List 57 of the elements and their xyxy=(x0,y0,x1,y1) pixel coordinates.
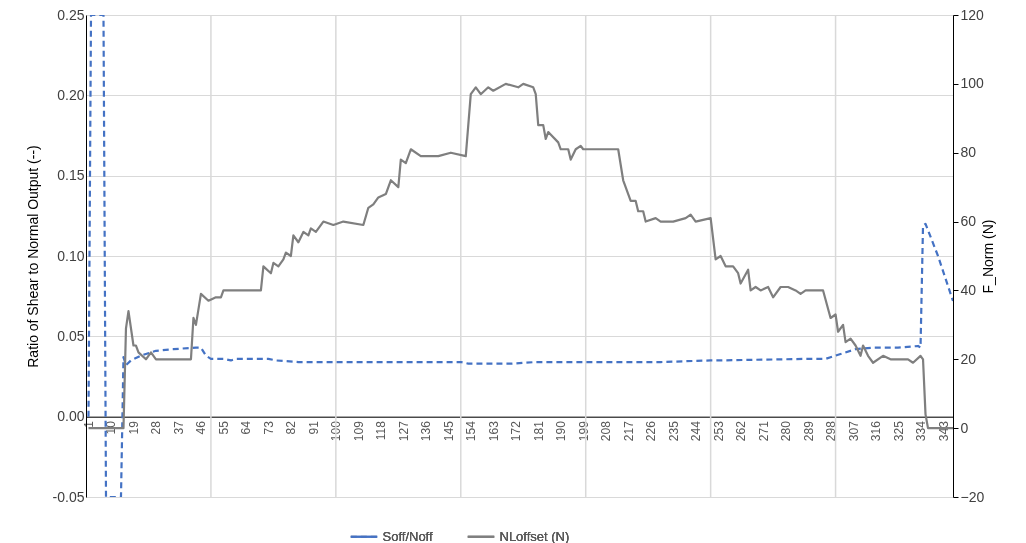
x-tick-label: 154 xyxy=(464,420,479,442)
x-tick-label: 100 xyxy=(329,420,344,442)
x-tick-label: 190 xyxy=(554,420,569,442)
x-tick-label: 82 xyxy=(284,420,299,435)
y-tick-label: 0.25 xyxy=(57,6,85,23)
x-tick-label: 46 xyxy=(194,420,209,435)
y2-tick-label: 20 xyxy=(960,350,977,367)
x-tick-label: 244 xyxy=(689,420,704,442)
x-tick-label: 55 xyxy=(216,420,231,435)
y-axis-title: Ratio of Shear to Normal Output (--) xyxy=(24,145,41,368)
x-tick-label: 10 xyxy=(104,420,119,435)
x-tick-label: 307 xyxy=(846,420,861,442)
x-tick-label: 280 xyxy=(779,420,794,442)
x-tick-label: 226 xyxy=(644,420,659,442)
y-tick-label: -0.05 xyxy=(52,488,85,505)
legend-label: Soff/Noff xyxy=(382,528,433,543)
y-tick-label: 0.10 xyxy=(57,247,85,264)
x-tick-label: 253 xyxy=(711,420,726,442)
x-tick-label: 343 xyxy=(936,420,951,442)
x-tick-label: 325 xyxy=(891,420,906,442)
x-tick-label: 217 xyxy=(621,420,636,442)
y2-axis-title: F_Norm (N) xyxy=(980,219,997,294)
y2-tick-label: 80 xyxy=(960,144,977,161)
y-tick-label: 0.20 xyxy=(57,86,85,103)
x-tick-label: 64 xyxy=(239,420,254,435)
x-tick-label: 208 xyxy=(599,420,614,442)
x-tick-label: 37 xyxy=(171,420,186,435)
x-tick-label: 316 xyxy=(869,420,884,442)
x-tick-label: 73 xyxy=(261,420,276,435)
y2-tick-label: 100 xyxy=(960,75,985,92)
x-tick-label: 262 xyxy=(734,420,749,442)
x-tick-label: 136 xyxy=(419,420,434,442)
x-tick-label: 172 xyxy=(509,420,524,442)
x-tick-label: 118 xyxy=(374,420,389,441)
x-tick-label: 19 xyxy=(126,420,141,435)
x-tick-label: 181 xyxy=(531,420,546,442)
x-tick-label: 163 xyxy=(486,420,501,442)
x-tick-label: 28 xyxy=(149,420,164,435)
y-tick-label: 0.05 xyxy=(57,327,85,344)
y-tick-label: 0.00 xyxy=(57,408,85,425)
y2-tick-label: 0 xyxy=(960,419,969,436)
legend-label: NLoffset (N) xyxy=(499,528,570,543)
y2-tick-label: 40 xyxy=(960,281,977,298)
x-tick-label: 235 xyxy=(666,420,681,442)
y2-tick-label: 60 xyxy=(960,213,977,230)
x-tick-label: 289 xyxy=(801,420,816,442)
x-tick-label: 298 xyxy=(824,420,839,442)
x-tick-label: 145 xyxy=(441,420,456,442)
x-tick-label: 271 xyxy=(756,420,771,442)
x-tick-label: 91 xyxy=(306,420,321,435)
y-tick-label: 0.15 xyxy=(57,167,85,184)
y2-tick-label: −20 xyxy=(960,488,985,505)
y2-tick-label: 120 xyxy=(960,6,985,23)
x-tick-label: 334 xyxy=(914,420,929,442)
x-tick-label: 199 xyxy=(576,420,591,442)
x-tick-label: 109 xyxy=(351,420,366,442)
x-tick-label: 127 xyxy=(396,420,411,442)
